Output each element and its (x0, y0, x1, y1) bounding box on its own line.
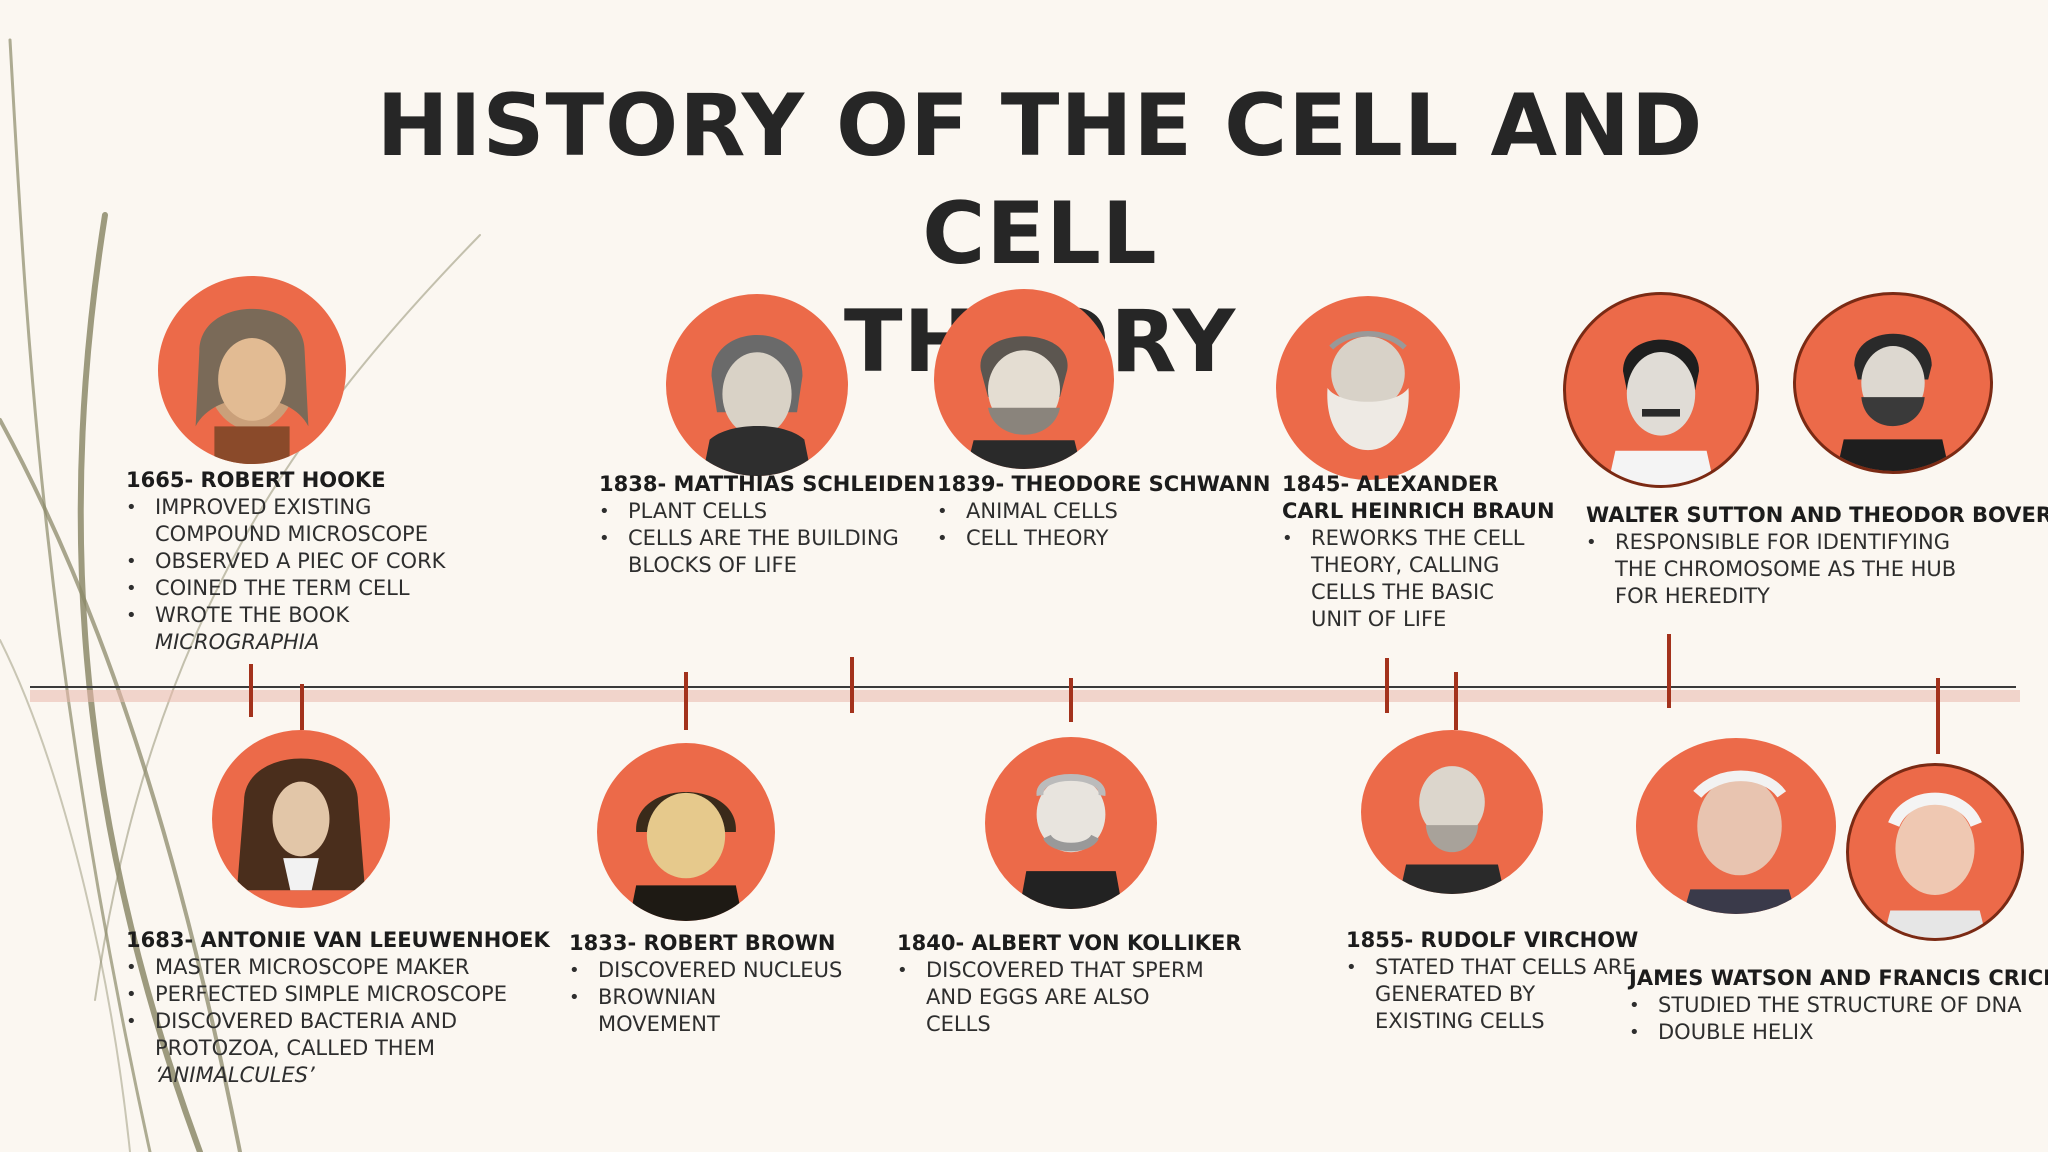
list-item: CELL THEORY (937, 525, 1270, 552)
timeline-ticks (249, 634, 1940, 754)
list-item: ‘ANIMALCULES’ (155, 1063, 315, 1087)
entry-robert-brown: 1833- ROBERT BROWN DISCOVERED NUCLEUS BR… (569, 930, 842, 1038)
portrait-matthias-schleiden (666, 294, 848, 476)
portrait-robert-brown (597, 743, 775, 921)
list-item: PERFECTED SIMPLE MICROSCOPE (126, 981, 550, 1008)
list-item: COMPOUND MICROSCOPE (155, 522, 428, 546)
entry-theodore-schwann: 1839- THEODORE SCHWANN ANIMAL CELLS CELL… (937, 471, 1270, 552)
list-item: DOUBLE HELIX (1629, 1019, 2048, 1046)
list-item: DISCOVERED THAT SPERM (897, 957, 1242, 984)
entry-antonie-van-leeuwenhoek: 1683- ANTONIE VAN LEEUWENHOEK MASTER MIC… (126, 927, 550, 1089)
list-item: STUDIED THE STRUCTURE OF DNA (1629, 992, 2048, 1019)
entry-title-line-2: CARL HEINRICH BRAUN (1282, 499, 1555, 523)
list-item: BLOCKS OF LIFE (628, 553, 797, 577)
list-item: MOVEMENT (598, 1012, 720, 1036)
list-item: ANIMAL CELLS (937, 498, 1270, 525)
list-item: IMPROVED EXISTING (126, 494, 445, 521)
list-item: OBSERVED A PIEC OF CORK (126, 548, 445, 575)
list-item: EXISTING CELLS (1375, 1009, 1545, 1033)
list-item: UNIT OF LIFE (1311, 607, 1447, 631)
portrait-theodor-boveri (1793, 292, 1993, 474)
title-line-1: HISTORY OF THE CELL AND CELL (376, 76, 1704, 284)
bullet-list: DISCOVERED NUCLEUS BROWNIAN MOVEMENT (569, 957, 842, 1038)
entry-matthias-schleiden: 1838- MATTHIAS SCHLEIDEN PLANT CELLS CEL… (599, 471, 935, 579)
entry-title: 1665- ROBERT HOOKE (126, 468, 386, 492)
list-item: CELLS THE BASIC (1311, 580, 1494, 604)
portrait-robert-hooke (158, 276, 346, 464)
portrait-james-watson (1636, 738, 1836, 914)
list-item: CELLS ARE THE BUILDING (599, 525, 935, 552)
list-item: PLANT CELLS (599, 498, 935, 525)
list-item: MICROGRAPHIA (155, 630, 320, 654)
list-item: DISCOVERED BACTERIA AND (126, 1008, 550, 1035)
entry-watson-crick: JAMES WATSON AND FRANCIS CRICK STUDIED T… (1629, 965, 2048, 1046)
bullet-list: STUDIED THE STRUCTURE OF DNA DOUBLE HELI… (1629, 992, 2048, 1046)
list-item: PROTOZOA, CALLED THEM (155, 1036, 435, 1060)
entry-title: 1839- THEODORE SCHWANN (937, 472, 1271, 496)
entry-sutton-boveri: WALTER SUTTON AND THEODOR BOVERI RESPONS… (1586, 502, 2048, 610)
portrait-rudolf-virchow (1361, 730, 1543, 894)
bullet-list: DISCOVERED THAT SPERM AND EGGS ARE ALSO … (897, 957, 1242, 1038)
portrait-alexander-braun (1276, 296, 1460, 480)
entry-robert-hooke: 1665- ROBERT HOOKE IMPROVED EXISTING COM… (126, 467, 445, 656)
list-item: AND EGGS ARE ALSO (926, 985, 1150, 1009)
portrait-walter-sutton (1563, 292, 1759, 488)
entry-title: 1683- ANTONIE VAN LEEUWENHOEK (126, 928, 550, 952)
entry-title: 1855- RUDOLF VIRCHOW (1346, 928, 1639, 952)
portrait-albert-von-kolliker (985, 737, 1157, 909)
list-item: FOR HEREDITY (1615, 584, 1770, 608)
list-item: WROTE THE BOOK (126, 602, 445, 629)
list-item: GENERATED BY (1375, 982, 1536, 1006)
bullet-list: MASTER MICROSCOPE MAKER PERFECTED SIMPLE… (126, 954, 550, 1089)
timeline-axis (30, 686, 2020, 702)
entry-title: JAMES WATSON AND FRANCIS CRICK (1629, 966, 2048, 990)
list-item: BROWNIAN (569, 984, 842, 1011)
list-item: MASTER MICROSCOPE MAKER (126, 954, 550, 981)
portrait-antonie-van-leeuwenhoek (212, 730, 390, 908)
portrait-theodore-schwann (934, 289, 1114, 469)
list-item: STATED THAT CELLS ARE (1346, 954, 1638, 981)
list-item: THE CHROMOSOME AS THE HUB (1615, 557, 1957, 581)
list-item: COINED THE TERM CELL (126, 575, 445, 602)
bullet-list: IMPROVED EXISTING COMPOUND MICROSCOPE OB… (126, 494, 445, 656)
entry-albert-von-kolliker: 1840- ALBERT VON KOLLIKER DISCOVERED THA… (897, 930, 1242, 1038)
bullet-list: REWORKS THE CELL THEORY, CALLING CELLS T… (1282, 525, 1555, 633)
portrait-francis-crick (1846, 763, 2024, 941)
bullet-list: ANIMAL CELLS CELL THEORY (937, 498, 1270, 552)
list-item: RESPONSIBLE FOR IDENTIFYING (1586, 529, 2048, 556)
list-item: DISCOVERED NUCLEUS (569, 957, 842, 984)
entry-title: 1838- MATTHIAS SCHLEIDEN (599, 472, 936, 496)
bullet-list: STATED THAT CELLS ARE GENERATED BY EXIST… (1346, 954, 1638, 1035)
list-item: THEORY, CALLING (1311, 553, 1500, 577)
entry-title: WALTER SUTTON AND THEODOR BOVERI (1586, 503, 2048, 527)
list-item: REWORKS THE CELL (1282, 525, 1555, 552)
list-item: CELLS (926, 1012, 991, 1036)
bullet-list: RESPONSIBLE FOR IDENTIFYING THE CHROMOSO… (1586, 529, 2048, 610)
entry-title: 1840- ALBERT VON KOLLIKER (897, 931, 1242, 955)
entry-alexander-braun: 1845- ALEXANDER CARL HEINRICH BRAUN REWO… (1282, 471, 1555, 633)
bullet-list: PLANT CELLS CELLS ARE THE BUILDING BLOCK… (599, 498, 935, 579)
entry-title: 1833- ROBERT BROWN (569, 931, 836, 955)
entry-title-line-1: 1845- ALEXANDER (1282, 472, 1499, 496)
entry-rudolf-virchow: 1855- RUDOLF VIRCHOW STATED THAT CELLS A… (1346, 927, 1638, 1035)
